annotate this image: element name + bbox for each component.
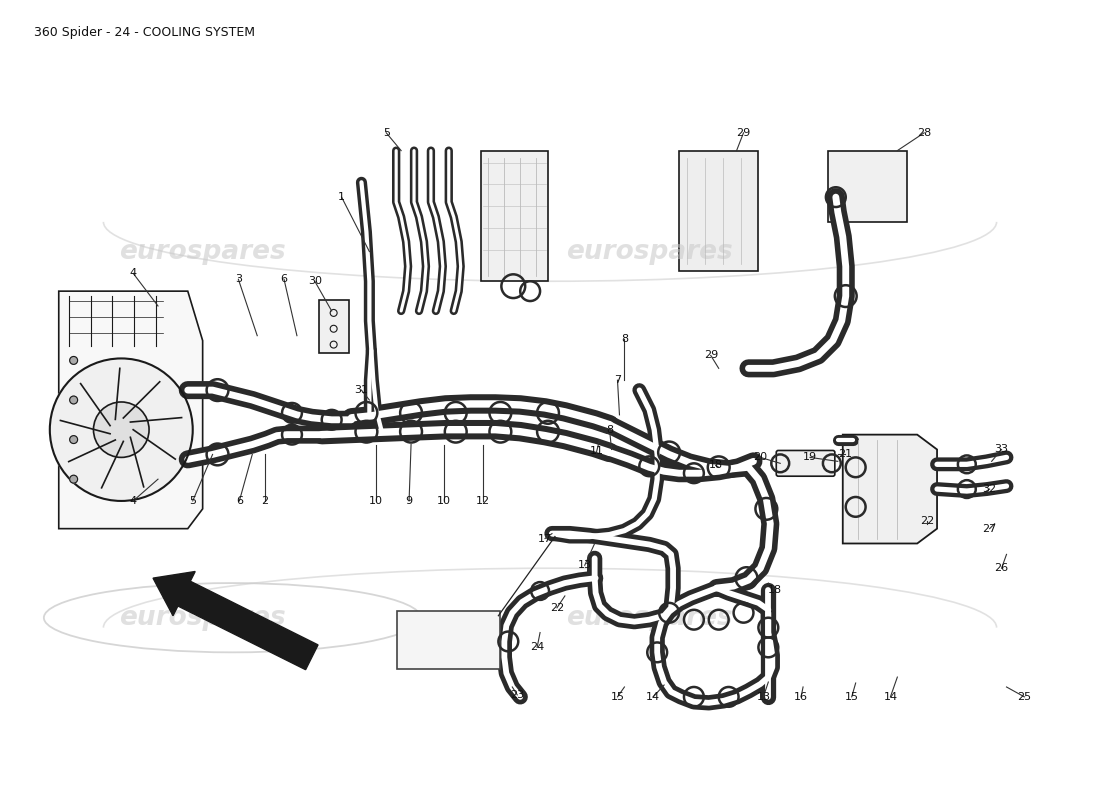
Text: 22: 22 xyxy=(550,603,564,613)
Text: 5: 5 xyxy=(383,128,389,138)
Polygon shape xyxy=(679,150,758,271)
Text: eurospares: eurospares xyxy=(119,605,286,630)
Text: Tav. 39
Tab. 39: Tav. 39 Tab. 39 xyxy=(424,626,474,654)
Circle shape xyxy=(69,357,78,364)
Text: eurospares: eurospares xyxy=(119,238,286,265)
Text: 1: 1 xyxy=(338,192,345,202)
FancyBboxPatch shape xyxy=(319,300,349,354)
Text: 9: 9 xyxy=(406,496,412,506)
Text: 29: 29 xyxy=(736,128,750,138)
Text: 22: 22 xyxy=(920,516,934,526)
Polygon shape xyxy=(843,434,937,543)
Text: 29: 29 xyxy=(704,350,718,361)
Text: 32: 32 xyxy=(982,484,997,494)
Text: 17: 17 xyxy=(538,534,552,543)
Text: 8: 8 xyxy=(620,334,628,344)
Text: 15: 15 xyxy=(610,692,625,702)
FancyArrow shape xyxy=(153,571,318,670)
Text: 20: 20 xyxy=(754,452,768,462)
Text: 33: 33 xyxy=(994,445,1009,454)
Text: 26: 26 xyxy=(994,563,1009,574)
Text: eurospares: eurospares xyxy=(565,605,733,630)
Polygon shape xyxy=(481,150,548,282)
Text: 4: 4 xyxy=(130,268,136,278)
Text: 14: 14 xyxy=(646,692,660,702)
Text: 12: 12 xyxy=(475,496,490,506)
Text: 10: 10 xyxy=(370,496,383,506)
Circle shape xyxy=(69,436,78,443)
Text: 11: 11 xyxy=(590,446,604,457)
Text: 13: 13 xyxy=(578,560,592,570)
Circle shape xyxy=(69,396,78,404)
Text: 16: 16 xyxy=(794,692,808,702)
Text: 24: 24 xyxy=(530,642,544,652)
Text: 15: 15 xyxy=(845,692,859,702)
Text: 27: 27 xyxy=(982,524,997,534)
Text: 21: 21 xyxy=(838,450,851,459)
Circle shape xyxy=(50,358,192,501)
Text: 2: 2 xyxy=(262,496,268,506)
FancyBboxPatch shape xyxy=(397,610,500,669)
Text: 4: 4 xyxy=(130,496,136,506)
FancyBboxPatch shape xyxy=(777,450,835,476)
Text: 19: 19 xyxy=(803,452,817,462)
Text: 18: 18 xyxy=(768,585,782,595)
Text: 6: 6 xyxy=(235,496,243,506)
Polygon shape xyxy=(828,150,907,222)
Text: 18: 18 xyxy=(708,460,723,470)
Text: 23: 23 xyxy=(510,690,525,700)
Circle shape xyxy=(69,475,78,483)
Text: 14: 14 xyxy=(883,692,898,702)
Text: 8: 8 xyxy=(606,425,613,434)
Text: 5: 5 xyxy=(189,496,196,506)
Text: 30: 30 xyxy=(308,276,322,286)
Polygon shape xyxy=(58,291,202,529)
Circle shape xyxy=(94,402,150,458)
Text: 3: 3 xyxy=(235,274,242,284)
Text: 6: 6 xyxy=(280,274,287,284)
Text: 10: 10 xyxy=(437,496,451,506)
Text: 7: 7 xyxy=(614,375,622,386)
Text: 28: 28 xyxy=(917,128,932,138)
Text: eurospares: eurospares xyxy=(565,238,733,265)
Text: 31: 31 xyxy=(354,385,368,395)
Text: 13: 13 xyxy=(757,692,770,702)
Text: 25: 25 xyxy=(1018,692,1032,702)
Text: 360 Spider - 24 - COOLING SYSTEM: 360 Spider - 24 - COOLING SYSTEM xyxy=(34,26,255,39)
